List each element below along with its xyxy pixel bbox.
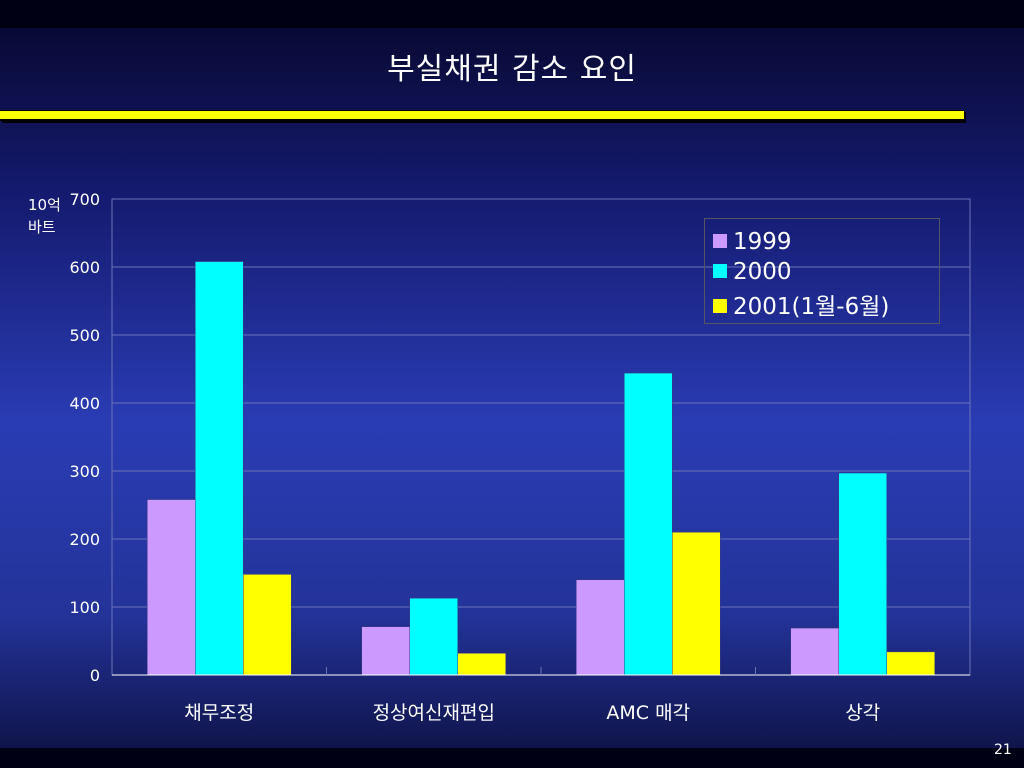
bar-2000-2 (624, 372, 673, 676)
legend-label-2001: 2001(1월-6월) (733, 294, 890, 320)
bar-200116-2 (672, 531, 721, 676)
legend-label-1999: 1999 (733, 229, 792, 255)
bar-1999-0 (147, 499, 196, 676)
legend-swatch-1999 (713, 233, 727, 248)
bottom-band (0, 748, 1024, 768)
y-tick-label: 600 (69, 258, 100, 277)
y-unit-line1: 10억 (28, 196, 61, 214)
y-tick-label: 100 (69, 598, 100, 617)
bar-200116-3 (886, 651, 935, 676)
y-tick-label: 700 (69, 190, 100, 209)
slide-title: 부실채권 감소 요인 (387, 52, 637, 87)
legend-item-2001: 2001(1월-6월) (713, 287, 889, 320)
y-tick-label: 200 (69, 530, 100, 549)
x-category-label: 상각 (845, 702, 880, 724)
top-band (0, 0, 1024, 28)
chart-grid (111, 198, 971, 676)
y-unit-line2: 바트 (28, 218, 56, 236)
legend-item-2000: 2000 (713, 259, 792, 285)
y-tick-label: 500 (69, 326, 100, 345)
y-tick-label: 0 (90, 666, 100, 685)
bar-200116-1 (457, 652, 506, 676)
x-category-label: 정상여신재편입 (373, 702, 495, 724)
bar-2000-0 (195, 261, 244, 676)
legend-label-2000: 2000 (733, 259, 792, 285)
bar-1999-3 (790, 627, 839, 676)
bar-200116-0 (243, 574, 292, 676)
title-underline (0, 110, 964, 121)
page-number: 21 (994, 742, 1012, 758)
y-tick-label: 300 (69, 462, 100, 481)
legend-swatch-2000 (713, 263, 727, 278)
legend-swatch-2001 (713, 298, 727, 313)
y-tick-label: 400 (69, 394, 100, 413)
chart-axes: 0 100 200 300 400 500 600 700 채무조정 정상여신재편입 AMC 매각 상… (69, 190, 970, 724)
legend-item-1999: 1999 (713, 229, 792, 255)
x-category-label: 채무조정 (184, 702, 254, 724)
y-axis-unit-label: 10억 바트 (28, 194, 61, 238)
x-category-label: AMC 매각 (606, 702, 690, 724)
bar-1999-1 (361, 626, 410, 676)
chart-legend: 1999 2000 2001(1월-6월) (704, 218, 940, 324)
bar-2000-1 (409, 597, 458, 676)
bar-2000-3 (838, 472, 887, 676)
bar-1999-2 (576, 579, 625, 676)
